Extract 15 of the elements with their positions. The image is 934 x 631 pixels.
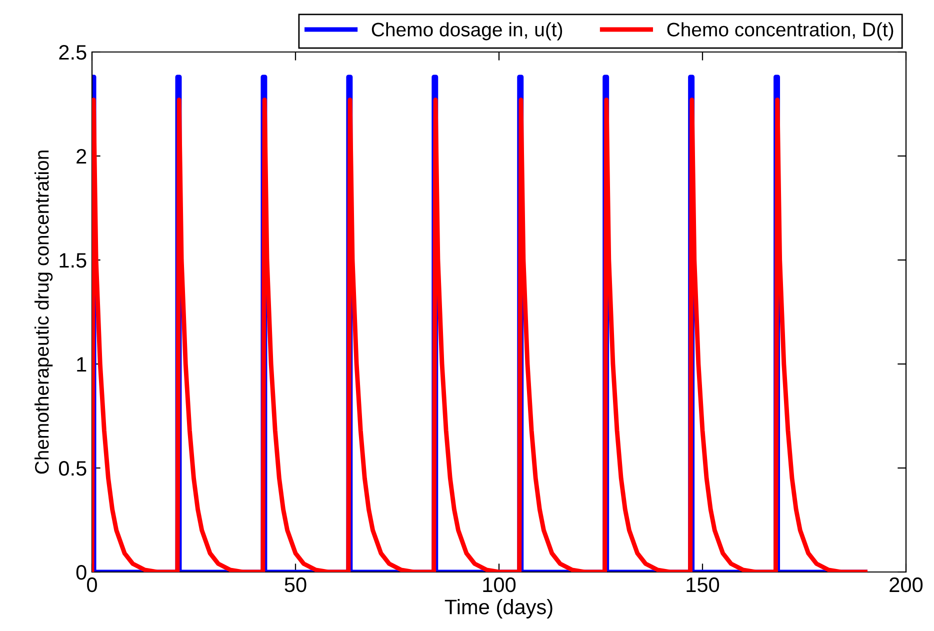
x-tick-label: 0 — [87, 577, 97, 592]
x-tick-label: 200 — [890, 577, 923, 592]
x-tick-label: 150 — [686, 577, 720, 592]
x-tick-label: 50 — [284, 577, 306, 592]
x-axis-title: Time (days) — [444, 599, 552, 618]
y-tick-label: 2.5 — [59, 45, 86, 60]
y-tick-label: 2 — [76, 149, 86, 164]
legend-label: Chemo concentration, D(t) — [667, 22, 894, 40]
x-tick-label: 100 — [483, 577, 516, 592]
y-tick-label: 1.5 — [60, 253, 86, 268]
y-tick-label: 1 — [77, 357, 86, 372]
legend-label: Chemo dosage in, u(t) — [372, 22, 562, 40]
y-axis-title: Chemotherapeutic drug concentration — [34, 150, 53, 474]
y-tick-label: 0.5 — [58, 461, 86, 476]
y-tick-label: 0 — [76, 565, 86, 580]
